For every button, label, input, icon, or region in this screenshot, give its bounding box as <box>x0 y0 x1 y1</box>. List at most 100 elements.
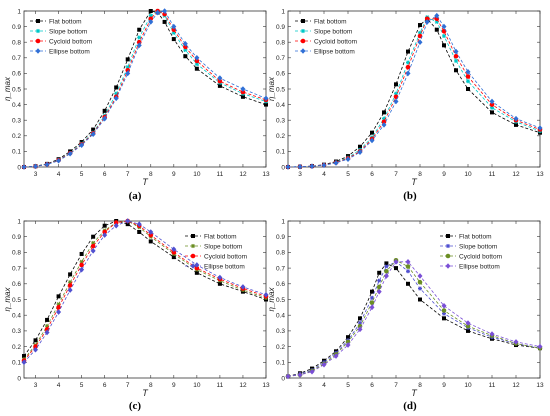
legend-marker <box>191 243 195 249</box>
data-point <box>376 284 382 290</box>
x-tick-label: 3 <box>34 382 38 389</box>
y-tick-label: 0.6 <box>276 71 285 78</box>
data-point <box>538 130 542 135</box>
x-tick-label: 9 <box>172 171 176 178</box>
data-point <box>370 295 374 301</box>
data-point <box>453 53 459 59</box>
x-tick-label: 11 <box>489 171 496 178</box>
data-point <box>377 270 382 275</box>
data-point <box>155 9 161 16</box>
legend-marker <box>190 263 196 269</box>
x-tick-label: 5 <box>346 171 350 178</box>
y-tick-label: 0.1 <box>276 149 285 156</box>
data-point <box>102 108 107 113</box>
x-tick-label: 12 <box>239 171 247 178</box>
data-point <box>148 9 153 13</box>
x-tick-label: 12 <box>239 382 247 389</box>
data-point <box>465 74 471 79</box>
series-4 <box>21 8 269 170</box>
series-line <box>287 261 541 377</box>
x-tick-label: 10 <box>464 382 472 389</box>
data-point <box>333 160 339 166</box>
data-point <box>263 291 269 298</box>
legend-marker <box>191 234 195 238</box>
x-tick-label: 6 <box>370 382 374 389</box>
data-point <box>171 250 177 255</box>
y-tick-label: 1 <box>17 8 21 15</box>
data-point <box>21 164 27 170</box>
data-point <box>125 222 130 227</box>
x-tick-label: 13 <box>536 382 544 389</box>
y-tick-label: 0.6 <box>12 281 21 288</box>
data-point <box>406 49 410 54</box>
data-point <box>489 102 495 107</box>
data-point <box>370 130 374 135</box>
data-point <box>322 358 326 363</box>
legend-marker <box>446 243 450 249</box>
x-tick-label: 4 <box>57 171 61 178</box>
data-point <box>136 42 142 49</box>
data-point <box>424 16 430 22</box>
data-point <box>136 221 142 227</box>
data-point <box>310 366 314 371</box>
legend-marker <box>301 19 305 23</box>
y-axis-label: η_max <box>3 76 12 101</box>
data-point <box>79 142 85 148</box>
data-point <box>406 269 410 274</box>
plot-frame <box>287 220 541 379</box>
chart-panel: 00.10.20.30.40.50.60.70.80.913 4 5 6 7 8 9 10 11… <box>267 218 544 412</box>
data-point <box>442 33 446 39</box>
legend-marker <box>446 234 450 238</box>
data-point <box>148 229 154 235</box>
y-tick-label: 1 <box>281 8 285 15</box>
y-tick-label: 0 <box>281 375 285 382</box>
data-point <box>137 27 142 32</box>
data-point <box>383 273 389 279</box>
x-axis-label: T <box>142 388 149 398</box>
data-point <box>321 162 327 169</box>
data-point <box>162 8 168 14</box>
data-point <box>148 239 153 244</box>
x-tick-label: 6 <box>103 382 107 389</box>
legend-marker <box>35 38 41 44</box>
x-tick-label: 5 <box>346 382 350 389</box>
panel-label: (a) <box>129 190 142 202</box>
data-point <box>182 40 188 47</box>
legend: Flat bottom Slope bottom Cycloid bottom Ell… <box>295 18 357 55</box>
data-point <box>56 305 61 310</box>
data-point <box>441 23 447 30</box>
plot-frame <box>23 10 267 168</box>
data-point <box>381 119 387 125</box>
x-tick-label: 3 <box>298 382 302 389</box>
x-tick-label: 5 <box>80 382 84 389</box>
data-point <box>358 144 362 149</box>
x-tick-label: 12 <box>512 382 520 389</box>
data-point <box>369 137 375 144</box>
data-point <box>405 259 411 265</box>
data-point <box>148 232 154 238</box>
x-tick-label: 11 <box>217 171 224 178</box>
legend-label: Cycloid bottom <box>49 38 92 45</box>
data-point <box>424 19 430 25</box>
legend-marker <box>35 48 41 54</box>
x-axis-label: T <box>142 177 149 187</box>
data-point <box>334 349 338 354</box>
data-point <box>263 95 269 102</box>
plot-frame <box>287 10 541 168</box>
data-point <box>90 131 96 138</box>
data-point <box>346 335 350 340</box>
chart-panel: 00.10.20.30.40.50.60.70.80.913 4 5 6 7 8 9 10 11… <box>3 8 270 202</box>
data-point <box>68 272 73 277</box>
data-point <box>537 125 543 131</box>
data-point <box>465 320 471 326</box>
x-tick-label: 7 <box>394 382 398 389</box>
data-point <box>217 75 223 81</box>
y-tick-label: 0 <box>281 164 285 171</box>
data-point <box>194 58 200 64</box>
data-point <box>22 354 26 359</box>
data-point <box>240 86 246 92</box>
data-point <box>346 154 350 159</box>
x-tick-label: 13 <box>536 171 544 178</box>
y-tick-label: 0.9 <box>12 24 21 31</box>
x-tick-label: 11 <box>489 382 496 389</box>
